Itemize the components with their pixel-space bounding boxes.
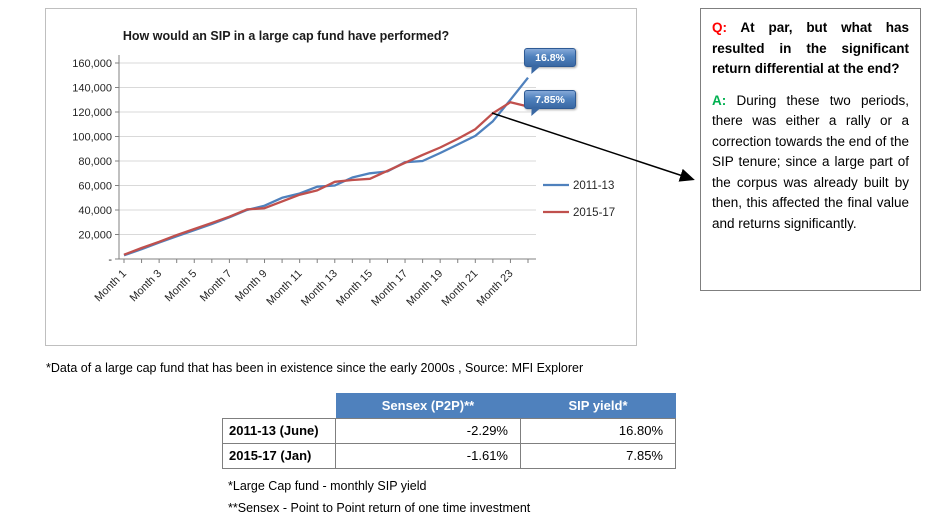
sip-chart-panel: How would an SIP in a large cap fund hav… (45, 8, 637, 346)
a-text: During these two periods, there was eith… (712, 92, 909, 231)
q-label: Q: (712, 20, 727, 35)
table-row: 2015-17 (Jan) -1.61% 7.85% (222, 442, 676, 469)
svg-text:Month 11: Month 11 (264, 268, 304, 308)
chart-source-footnote: *Data of a large cap fund that has been … (46, 361, 584, 375)
svg-text:160,000: 160,000 (72, 58, 112, 70)
returns-table: Sensex (P2P)** SIP yield* 2011-13 (June)… (222, 393, 676, 469)
svg-text:2011-13: 2011-13 (573, 180, 614, 192)
sip-yield-2011-13: 16.80% (520, 417, 676, 444)
table-header-blank (222, 393, 336, 418)
footnote-sip-yield: *Large Cap fund - monthly SIP yield (228, 479, 427, 493)
svg-text:Month 13: Month 13 (299, 268, 340, 309)
chart-title: How would an SIP in a large cap fund hav… (122, 29, 450, 43)
svg-text:Month 21: Month 21 (440, 268, 481, 309)
svg-text:120,000: 120,000 (72, 107, 112, 119)
svg-text:2015-17: 2015-17 (573, 207, 615, 219)
callout-2011-13-yield: 16.8% (524, 48, 576, 67)
qa-panel: Q: At par, but what has resulted in the … (700, 8, 921, 291)
answer-paragraph: A: During these two periods, there was e… (712, 91, 909, 235)
footnote-sensex: **Sensex - Point to Point return of one … (228, 501, 531, 515)
svg-text:140,000: 140,000 (72, 83, 112, 95)
svg-text:Month 1: Month 1 (93, 268, 130, 305)
svg-text:Month 23: Month 23 (475, 268, 516, 309)
table-header-row: Sensex (P2P)** SIP yield* (222, 393, 676, 418)
svg-text:Month 3: Month 3 (128, 268, 165, 305)
row-label-2015-17: 2015-17 (Jan) (222, 442, 336, 469)
sip-line-chart: 160,000 140,000 120,000 100,000 80,000 60,000… (72, 55, 615, 309)
svg-text:Month 19: Month 19 (404, 268, 445, 309)
svg-text:-: - (108, 254, 112, 266)
a-label: A: (712, 92, 727, 108)
svg-text:Month 15: Month 15 (334, 268, 375, 309)
question-paragraph: Q: At par, but what has resulted in the … (712, 18, 909, 80)
svg-text:60,000: 60,000 (78, 181, 112, 193)
sip-yield-2015-17: 7.85% (520, 442, 676, 469)
svg-text:Month 17: Month 17 (369, 268, 410, 309)
table-row: 2011-13 (June) -2.29% 16.80% (222, 417, 676, 444)
row-label-2011-13: 2011-13 (June) (222, 417, 336, 444)
q-text: At par, but what has resulted in the sig… (712, 20, 910, 77)
table-header-sensex: Sensex (P2P)** (335, 393, 521, 418)
callout-2015-17-yield: 7.85% (524, 90, 576, 109)
svg-text:20,000: 20,000 (78, 230, 112, 242)
svg-text:80,000: 80,000 (78, 156, 112, 168)
svg-text:Month 7: Month 7 (198, 268, 235, 305)
sensex-return-2015-17: -1.61% (335, 442, 521, 469)
svg-text:100,000: 100,000 (72, 132, 112, 144)
svg-text:Month 5: Month 5 (163, 268, 200, 305)
svg-text:40,000: 40,000 (78, 205, 112, 217)
table-header-sip-yield: SIP yield* (520, 393, 676, 418)
sensex-return-2011-13: -2.29% (335, 417, 521, 444)
